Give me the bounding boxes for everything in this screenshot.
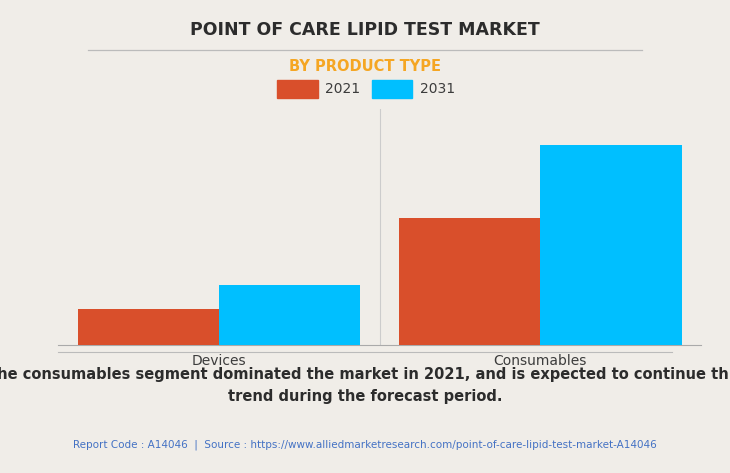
Text: POINT OF CARE LIPID TEST MARKET: POINT OF CARE LIPID TEST MARKET — [190, 21, 540, 39]
Text: Report Code : A14046  |  Source : https://www.alliedmarketresearch.com/point-of-: Report Code : A14046 | Source : https://… — [73, 440, 657, 450]
Text: BY PRODUCT TYPE: BY PRODUCT TYPE — [289, 59, 441, 74]
Bar — [540, 145, 682, 345]
Bar — [399, 218, 540, 345]
Text: The consumables segment dominated the market in 2021, and is expected to continu: The consumables segment dominated the ma… — [0, 367, 730, 404]
Text: 2031: 2031 — [420, 82, 455, 96]
Bar — [77, 309, 219, 345]
Text: 2021: 2021 — [325, 82, 360, 96]
Bar — [219, 285, 361, 345]
